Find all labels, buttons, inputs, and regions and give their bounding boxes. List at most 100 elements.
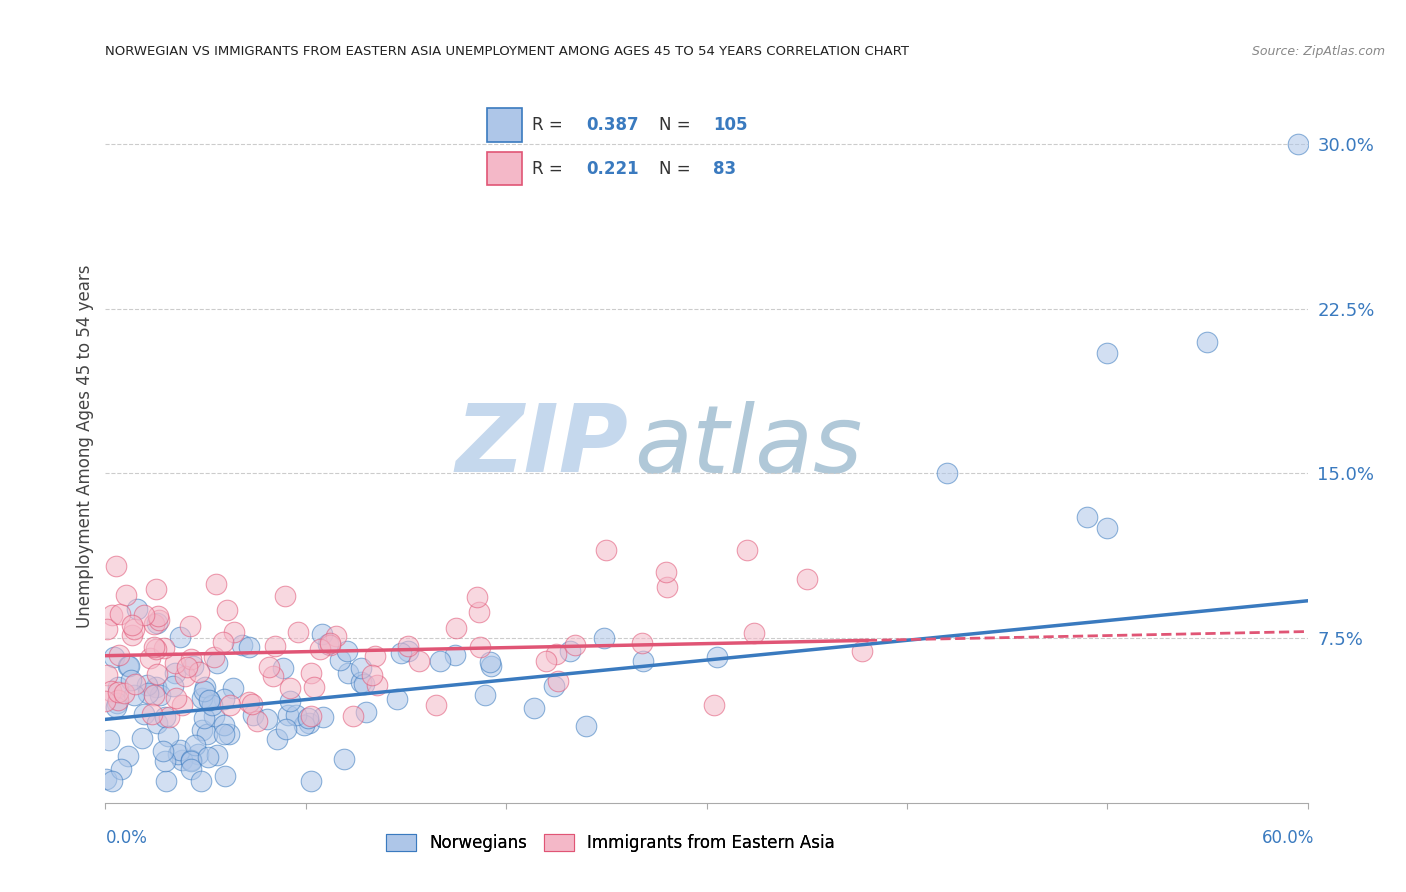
Point [543,679,565,693]
Point [112,686,135,700]
Point [202,708,225,723]
Point [110,762,132,776]
Point [479,659,502,673]
Point [94,772,117,786]
Point [274,722,297,736]
Point [143,640,166,654]
Point [183,659,205,673]
Point [101,607,124,622]
Point [342,708,364,723]
Point [191,723,214,738]
Point [280,681,302,695]
Point [183,738,205,752]
Point [273,589,295,603]
Point [478,655,501,669]
Point [136,678,159,692]
Point [162,679,184,693]
Point [353,676,375,690]
Point [108,648,131,662]
Point [153,641,176,656]
Point [132,707,155,722]
Text: ZIP: ZIP [456,400,628,492]
Point [319,636,342,650]
Point [172,698,194,712]
Point [114,588,136,602]
Point [103,650,125,665]
Point [121,628,143,642]
Point [246,714,269,728]
Point [278,694,301,708]
Point [631,636,654,650]
Point [105,559,128,574]
Point [361,667,384,681]
Point [187,747,209,761]
Point [139,651,162,665]
Point [108,607,131,621]
Point [396,639,419,653]
Point [167,747,190,762]
Point [564,638,586,652]
Point [94,694,117,708]
Point [145,582,167,596]
Point [146,615,169,630]
Point [1197,334,1219,349]
Point [163,656,186,670]
Text: 0.0%: 0.0% [105,829,148,847]
Point [703,698,725,712]
Point [316,637,339,651]
Point [153,710,176,724]
Point [444,620,467,634]
Point [152,744,174,758]
Point [145,680,167,694]
Point [205,656,228,670]
Point [366,678,388,692]
Point [96,622,118,636]
Point [141,707,163,722]
Point [1097,345,1119,359]
Point [299,666,322,681]
Point [117,659,139,673]
Point [193,710,215,724]
Point [304,680,326,694]
Point [544,647,567,661]
Point [146,609,169,624]
Point [222,681,245,695]
Point [389,646,412,660]
Point [706,649,728,664]
Point [396,644,419,658]
Point [655,566,678,580]
Point [124,688,146,702]
Point [1076,510,1098,524]
Point [197,750,219,764]
Point [143,689,166,703]
Point [138,686,160,700]
Point [172,753,194,767]
Point [1097,521,1119,535]
Point [169,630,191,644]
Point [465,590,488,604]
Point [319,638,342,652]
Point [425,698,447,712]
Point [201,698,224,712]
Point [263,640,285,654]
Point [121,618,143,632]
Point [408,654,430,668]
Point [101,773,124,788]
Point [364,649,387,664]
Point [122,623,145,637]
Point [153,755,176,769]
Point [107,685,129,699]
Point [311,626,333,640]
Point [98,733,121,747]
Point [180,754,202,768]
Point [107,696,129,710]
Point [333,752,356,766]
Point [214,769,236,783]
Point [169,743,191,757]
Point [188,665,211,679]
Point [534,654,557,668]
Point [180,762,202,776]
Point [180,754,202,768]
Point [131,731,153,745]
Point [127,602,149,616]
